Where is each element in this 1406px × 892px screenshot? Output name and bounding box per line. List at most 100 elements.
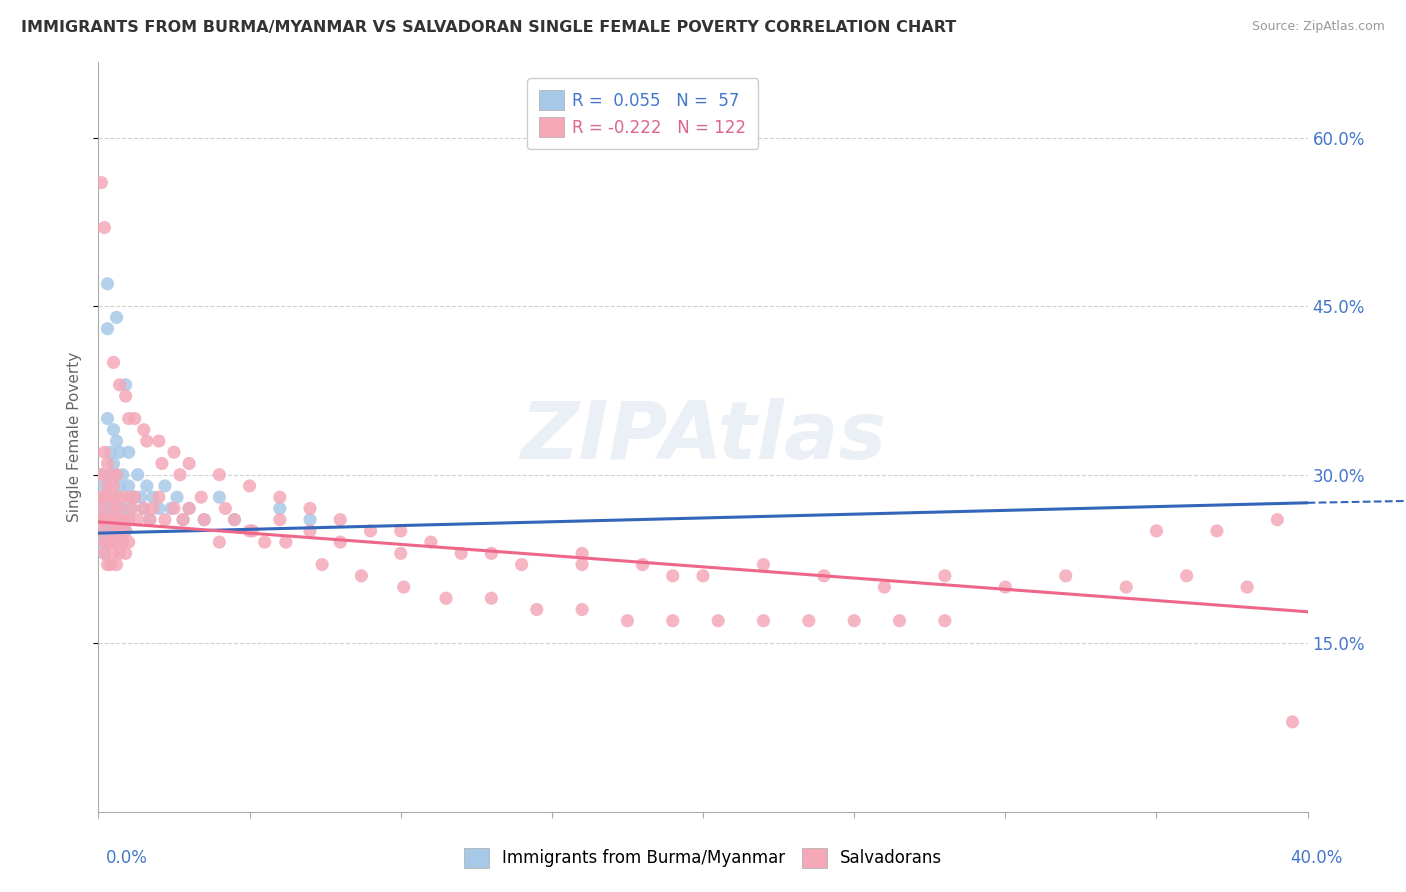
Point bbox=[193, 513, 215, 527]
Point bbox=[139, 513, 162, 527]
Point bbox=[153, 479, 176, 493]
Point bbox=[90, 501, 112, 516]
Point bbox=[100, 535, 122, 549]
Point bbox=[148, 490, 170, 504]
Point bbox=[90, 490, 112, 504]
Point bbox=[214, 501, 236, 516]
Point bbox=[93, 546, 115, 560]
Point bbox=[96, 411, 118, 425]
Point bbox=[813, 569, 835, 583]
Point bbox=[124, 490, 146, 504]
Point bbox=[299, 524, 322, 538]
Point bbox=[103, 457, 125, 471]
Point bbox=[163, 445, 186, 459]
Point bbox=[269, 513, 291, 527]
Point bbox=[269, 501, 291, 516]
Point bbox=[873, 580, 896, 594]
Text: IMMIGRANTS FROM BURMA/MYANMAR VS SALVADORAN SINGLE FEMALE POVERTY CORRELATION CH: IMMIGRANTS FROM BURMA/MYANMAR VS SALVADO… bbox=[21, 20, 956, 35]
Point bbox=[661, 614, 683, 628]
Point bbox=[239, 524, 262, 538]
Point bbox=[90, 501, 112, 516]
Point bbox=[172, 513, 194, 527]
Point bbox=[121, 501, 143, 516]
Point bbox=[108, 546, 131, 560]
Point bbox=[105, 434, 128, 448]
Point bbox=[111, 535, 134, 549]
Point bbox=[93, 535, 115, 549]
Point bbox=[329, 535, 352, 549]
Point bbox=[752, 614, 775, 628]
Point bbox=[124, 411, 146, 425]
Point bbox=[239, 479, 262, 493]
Point bbox=[1206, 524, 1229, 538]
Point bbox=[105, 535, 128, 549]
Legend: Immigrants from Burma/Myanmar, Salvadorans: Immigrants from Burma/Myanmar, Salvadora… bbox=[457, 841, 949, 875]
Point bbox=[208, 535, 231, 549]
Point bbox=[420, 535, 443, 549]
Point bbox=[100, 501, 122, 516]
Point bbox=[103, 546, 125, 560]
Point bbox=[124, 490, 146, 504]
Point bbox=[169, 467, 191, 482]
Point bbox=[1054, 569, 1077, 583]
Point bbox=[571, 602, 593, 616]
Point bbox=[90, 467, 112, 482]
Point bbox=[105, 310, 128, 325]
Point bbox=[616, 614, 638, 628]
Point bbox=[96, 321, 118, 335]
Point bbox=[142, 501, 165, 516]
Point bbox=[139, 513, 162, 527]
Point bbox=[481, 591, 503, 606]
Point bbox=[510, 558, 533, 572]
Point bbox=[90, 513, 112, 527]
Point bbox=[392, 580, 415, 594]
Point bbox=[111, 501, 134, 516]
Point bbox=[844, 614, 866, 628]
Point bbox=[350, 569, 373, 583]
Point bbox=[160, 501, 183, 516]
Point bbox=[132, 423, 155, 437]
Point bbox=[105, 501, 128, 516]
Point bbox=[118, 513, 141, 527]
Point bbox=[103, 501, 125, 516]
Point bbox=[103, 524, 125, 538]
Point bbox=[90, 524, 112, 538]
Point bbox=[105, 513, 128, 527]
Point bbox=[1267, 513, 1289, 527]
Point bbox=[299, 513, 322, 527]
Text: ZIPAtlas: ZIPAtlas bbox=[520, 398, 886, 476]
Point bbox=[208, 467, 231, 482]
Point bbox=[889, 614, 911, 628]
Point bbox=[90, 176, 112, 190]
Point bbox=[481, 546, 503, 560]
Point bbox=[389, 546, 412, 560]
Point bbox=[93, 513, 115, 527]
Point bbox=[114, 377, 136, 392]
Point bbox=[100, 467, 122, 482]
Point bbox=[172, 513, 194, 527]
Point bbox=[96, 535, 118, 549]
Point bbox=[118, 535, 141, 549]
Point bbox=[111, 490, 134, 504]
Point bbox=[118, 445, 141, 459]
Point bbox=[93, 220, 115, 235]
Point bbox=[329, 513, 352, 527]
Point bbox=[166, 490, 188, 504]
Point bbox=[208, 490, 231, 504]
Point bbox=[114, 524, 136, 538]
Point bbox=[274, 535, 297, 549]
Point bbox=[96, 524, 118, 538]
Point bbox=[994, 580, 1017, 594]
Point bbox=[96, 277, 118, 291]
Point bbox=[93, 479, 115, 493]
Point bbox=[571, 546, 593, 560]
Point bbox=[90, 535, 112, 549]
Point bbox=[242, 524, 264, 538]
Point bbox=[93, 490, 115, 504]
Point bbox=[526, 602, 548, 616]
Point bbox=[105, 524, 128, 538]
Point bbox=[1281, 714, 1303, 729]
Point bbox=[752, 558, 775, 572]
Point bbox=[105, 467, 128, 482]
Point bbox=[360, 524, 382, 538]
